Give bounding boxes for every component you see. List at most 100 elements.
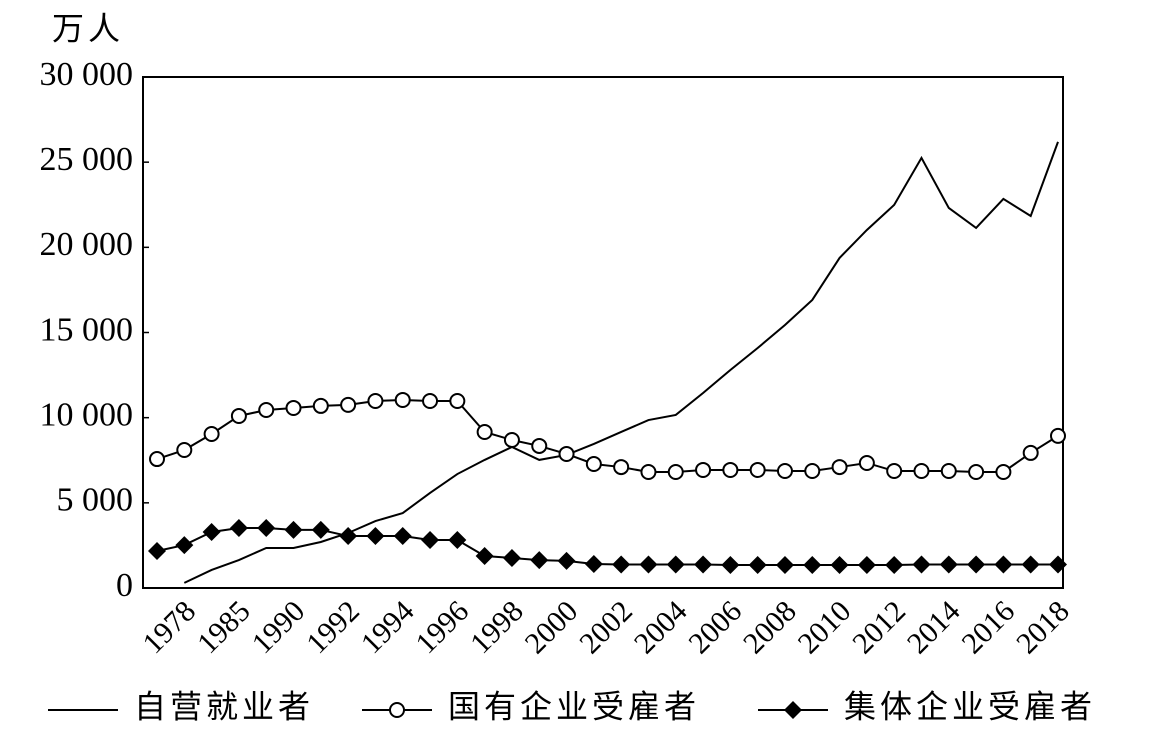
- y-tick-label: 20 000: [40, 226, 134, 263]
- point: [230, 407, 247, 424]
- point: [284, 520, 303, 539]
- point: [748, 556, 767, 575]
- x-tick-label: 1985: [191, 594, 257, 660]
- x-tick-label: 1990: [246, 594, 312, 660]
- point: [175, 536, 194, 555]
- point: [558, 445, 575, 462]
- point: [913, 462, 930, 479]
- x-tick-label: 1978: [136, 594, 202, 660]
- point: [995, 464, 1012, 481]
- point: [613, 459, 630, 476]
- point: [422, 392, 439, 409]
- x-tick-label: 2016: [955, 594, 1021, 660]
- point: [886, 462, 903, 479]
- point: [885, 556, 904, 575]
- point: [285, 399, 302, 416]
- x-tick-label: 2012: [846, 594, 912, 660]
- y-tick-label: 30 000: [40, 56, 134, 93]
- point: [968, 464, 985, 481]
- point: [585, 455, 602, 472]
- point: [612, 555, 631, 574]
- y-tick-label: 0: [116, 567, 133, 604]
- legend-marker: [389, 702, 405, 718]
- point: [229, 519, 248, 538]
- legend-label: 自营就业者: [134, 688, 314, 724]
- point: [994, 555, 1013, 574]
- point: [694, 555, 713, 574]
- point: [448, 530, 467, 549]
- point: [257, 519, 276, 538]
- point: [531, 437, 548, 454]
- point: [367, 392, 384, 409]
- point: [449, 392, 466, 409]
- point: [1022, 444, 1039, 461]
- point: [366, 527, 385, 546]
- point: [940, 462, 957, 479]
- point: [1021, 555, 1040, 574]
- point: [967, 555, 986, 574]
- x-tick-label: 1998: [464, 594, 530, 660]
- x-tick-label: 2008: [737, 594, 803, 660]
- x-tick-label: 2010: [792, 594, 858, 660]
- legend-marker: [784, 701, 802, 719]
- series-line: [183, 141, 1059, 584]
- point: [1050, 427, 1066, 444]
- x-tick-label: 1992: [300, 594, 366, 660]
- point: [258, 402, 275, 419]
- y-unit: 万人: [52, 10, 124, 46]
- legend-label: 国有企业受雇者: [448, 688, 700, 724]
- x-tick-label: 2018: [1010, 594, 1076, 660]
- x-tick-label: 2002: [573, 594, 639, 660]
- point: [394, 391, 411, 408]
- y-tick-label: 15 000: [40, 311, 134, 348]
- point: [339, 527, 358, 546]
- point: [393, 527, 412, 546]
- point: [340, 396, 357, 413]
- x-tick-label: 2004: [628, 594, 694, 660]
- y-tick-label: 25 000: [40, 141, 134, 178]
- point: [312, 397, 329, 414]
- point: [639, 555, 658, 574]
- point: [857, 556, 876, 575]
- point: [722, 461, 739, 478]
- point: [749, 461, 766, 478]
- point: [912, 555, 931, 574]
- point: [804, 462, 821, 479]
- point: [203, 426, 220, 443]
- point: [775, 556, 794, 575]
- series-line: [156, 527, 1058, 567]
- point: [475, 546, 494, 565]
- legend-label: 集体企业受雇者: [844, 688, 1096, 724]
- point: [584, 554, 603, 573]
- point: [476, 423, 493, 440]
- point: [803, 556, 822, 575]
- point: [721, 556, 740, 575]
- point: [695, 461, 712, 478]
- point: [148, 542, 166, 561]
- point: [666, 555, 685, 574]
- y-tick-label: 10 000: [40, 396, 134, 433]
- plot-frame: [142, 76, 1064, 589]
- point: [149, 451, 165, 468]
- x-tick-label: 1996: [409, 594, 475, 660]
- point: [530, 551, 549, 570]
- point: [502, 549, 521, 568]
- x-tick-label: 1994: [355, 594, 421, 660]
- x-tick-label: 2006: [682, 594, 748, 660]
- point: [503, 431, 520, 448]
- point: [557, 551, 576, 570]
- point: [311, 520, 330, 539]
- point: [776, 462, 793, 479]
- point: [176, 442, 193, 459]
- x-tick-label: 2014: [901, 594, 967, 660]
- point: [640, 464, 657, 481]
- point: [202, 522, 221, 541]
- point: [667, 464, 684, 481]
- point: [830, 556, 849, 575]
- point: [939, 555, 958, 574]
- y-tick-label: 5 000: [57, 482, 134, 519]
- point: [421, 530, 440, 549]
- point: [1049, 555, 1067, 574]
- point: [831, 459, 848, 476]
